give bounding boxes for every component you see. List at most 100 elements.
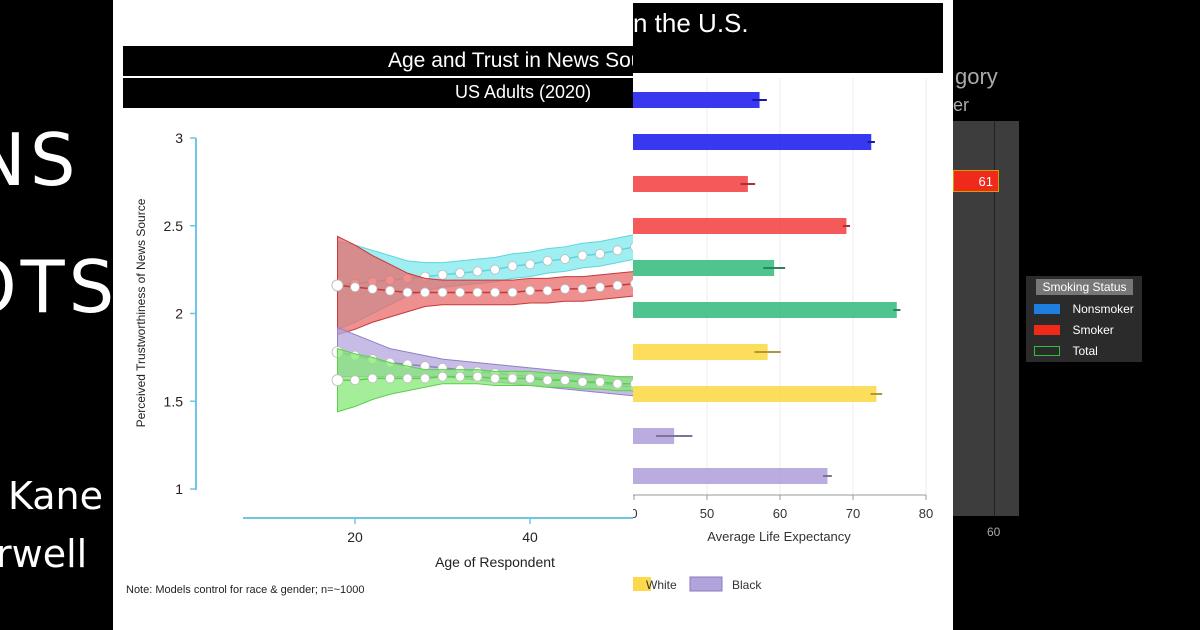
data-point (455, 268, 465, 279)
data-point (350, 375, 360, 386)
x-axis-label: Age of Respondent (435, 554, 555, 570)
data-point (455, 287, 465, 298)
left-chart-subtitle-bar: US Adults (2020) (123, 78, 633, 108)
data-point (595, 282, 605, 293)
life-expectancy-bar (633, 468, 828, 484)
data-point (472, 266, 483, 277)
data-point (595, 377, 605, 387)
data-point (542, 375, 553, 386)
left-chart-title-bar: Age and Trust in News Sou (123, 46, 633, 76)
right-bar-smoker: 61 (953, 170, 999, 192)
legend-item-nonsmoker: Nonsmoker (1034, 300, 1134, 318)
data-point (331, 279, 344, 292)
life-expectancy-bar (633, 302, 897, 318)
background-title-line2: OTS (0, 245, 119, 329)
data-point (525, 285, 535, 296)
data-point (472, 371, 483, 382)
data-point (507, 373, 518, 384)
y-tick-label: 2 (175, 306, 183, 322)
data-point (542, 255, 553, 266)
data-point (402, 373, 413, 384)
background-author-line1: Kane (8, 474, 103, 518)
background-title-line1: NS (0, 118, 80, 202)
y-tick-label: 2.5 (164, 218, 184, 234)
data-point (577, 284, 588, 294)
life-expectancy-bar (633, 428, 675, 444)
legend-title: Smoking Status (1036, 279, 1133, 295)
legend-swatch (633, 577, 651, 591)
data-point (630, 379, 633, 389)
x-tick-label: 60 (773, 506, 787, 521)
data-point (542, 285, 553, 296)
smoking-status-legend: Smoking Status Nonsmoker Smoker Total (1026, 276, 1142, 362)
right-bar-value-label: 61 (978, 174, 993, 189)
data-point (612, 245, 623, 256)
data-point (490, 264, 500, 275)
data-point (490, 287, 500, 298)
data-point (367, 284, 378, 294)
confidence-band (337, 235, 633, 336)
data-point (525, 373, 535, 384)
life-expectancy-bar (633, 176, 748, 192)
data-point (630, 279, 633, 289)
data-point (385, 373, 395, 384)
legend-swatch-smoker (1034, 324, 1060, 335)
data-point (385, 285, 395, 296)
right-chart-title-fragment: gory (955, 64, 998, 89)
life-expectancy-bar (633, 92, 760, 108)
y-tick-label: 1 (175, 481, 183, 497)
left-chart-subtitle: US Adults (2020) (455, 82, 592, 102)
data-point (577, 377, 588, 387)
data-point (437, 287, 448, 298)
right-chart-subtitle-fragment: er (953, 95, 970, 115)
legend-label-smoker: Smoker (1072, 323, 1114, 337)
legend-label: White (646, 578, 677, 592)
x-axis-label: Average Life Expectancy (707, 529, 851, 544)
x-tick-label: 50 (700, 506, 714, 521)
y-axis-label: Perceived Trustworthiness of News Source (134, 198, 148, 427)
life-expectancy-bar (633, 218, 847, 234)
middle-chart-svg: 0 50 60 70 80 Average Life Expectancy White Bla… (633, 78, 933, 592)
data-point (437, 371, 448, 382)
middle-chart-title-bar: n the U.S. (633, 3, 943, 73)
x-tick-label: 40 (522, 529, 538, 545)
life-expectancy-bar (633, 386, 877, 402)
data-point (367, 373, 378, 384)
middle-chart-panel: n the U.S. 0 50 60 70 80 Average Life Expecta… (633, 0, 953, 630)
data-point (472, 287, 483, 298)
legend-item-total: Total (1034, 342, 1098, 360)
data-point (507, 261, 518, 272)
background-author-line2: rwell (0, 532, 88, 576)
legend-swatch-nonsmoker (1034, 303, 1060, 314)
data-point (420, 373, 430, 384)
data-point (595, 248, 605, 259)
data-point (525, 259, 535, 270)
data-point (612, 280, 623, 291)
x-tick-label: 80 (919, 506, 933, 521)
right-gridline (994, 121, 995, 516)
data-point (437, 269, 448, 280)
legend-swatch-total (1034, 345, 1060, 356)
data-point (402, 287, 413, 298)
middle-chart-title: n the U.S. (633, 8, 749, 38)
x-tick-label: 0 (633, 506, 638, 521)
data-point (560, 284, 570, 294)
life-expectancy-bar (633, 134, 872, 150)
data-point (331, 374, 344, 387)
x-tick-label: 20 (347, 529, 363, 545)
data-point (455, 371, 465, 382)
left-chart-note: Note: Models control for race & gender; … (126, 584, 365, 596)
data-point (630, 242, 633, 252)
legend-swatch (689, 576, 723, 592)
left-chart-title: Age and Trust in News Sou (388, 49, 633, 72)
legend-label: Black (732, 578, 762, 592)
confidence-band (337, 347, 633, 413)
data-point (507, 287, 518, 298)
life-expectancy-bar (633, 260, 775, 276)
data-point (490, 373, 500, 384)
legend-label-nonsmoker: Nonsmoker (1072, 302, 1134, 316)
right-x-tick-label: 60 (987, 525, 1001, 539)
left-chart-panel: Age and Trust in News Sou US Adults (202… (113, 0, 633, 630)
x-tick-label: 70 (846, 506, 860, 521)
right-chart-panel: gory er 61 60 Smoking Status Nonsmoker S… (953, 0, 1200, 630)
